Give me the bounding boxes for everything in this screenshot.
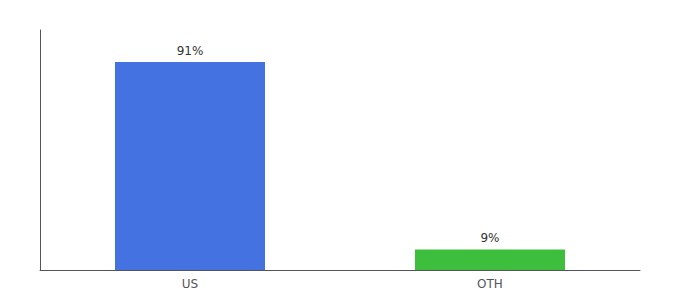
svg-text:9%: 9% [480, 231, 499, 245]
svg-text:US: US [182, 277, 198, 291]
svg-text:OTH: OTH [477, 277, 503, 291]
svg-text:91%: 91% [177, 44, 204, 58]
